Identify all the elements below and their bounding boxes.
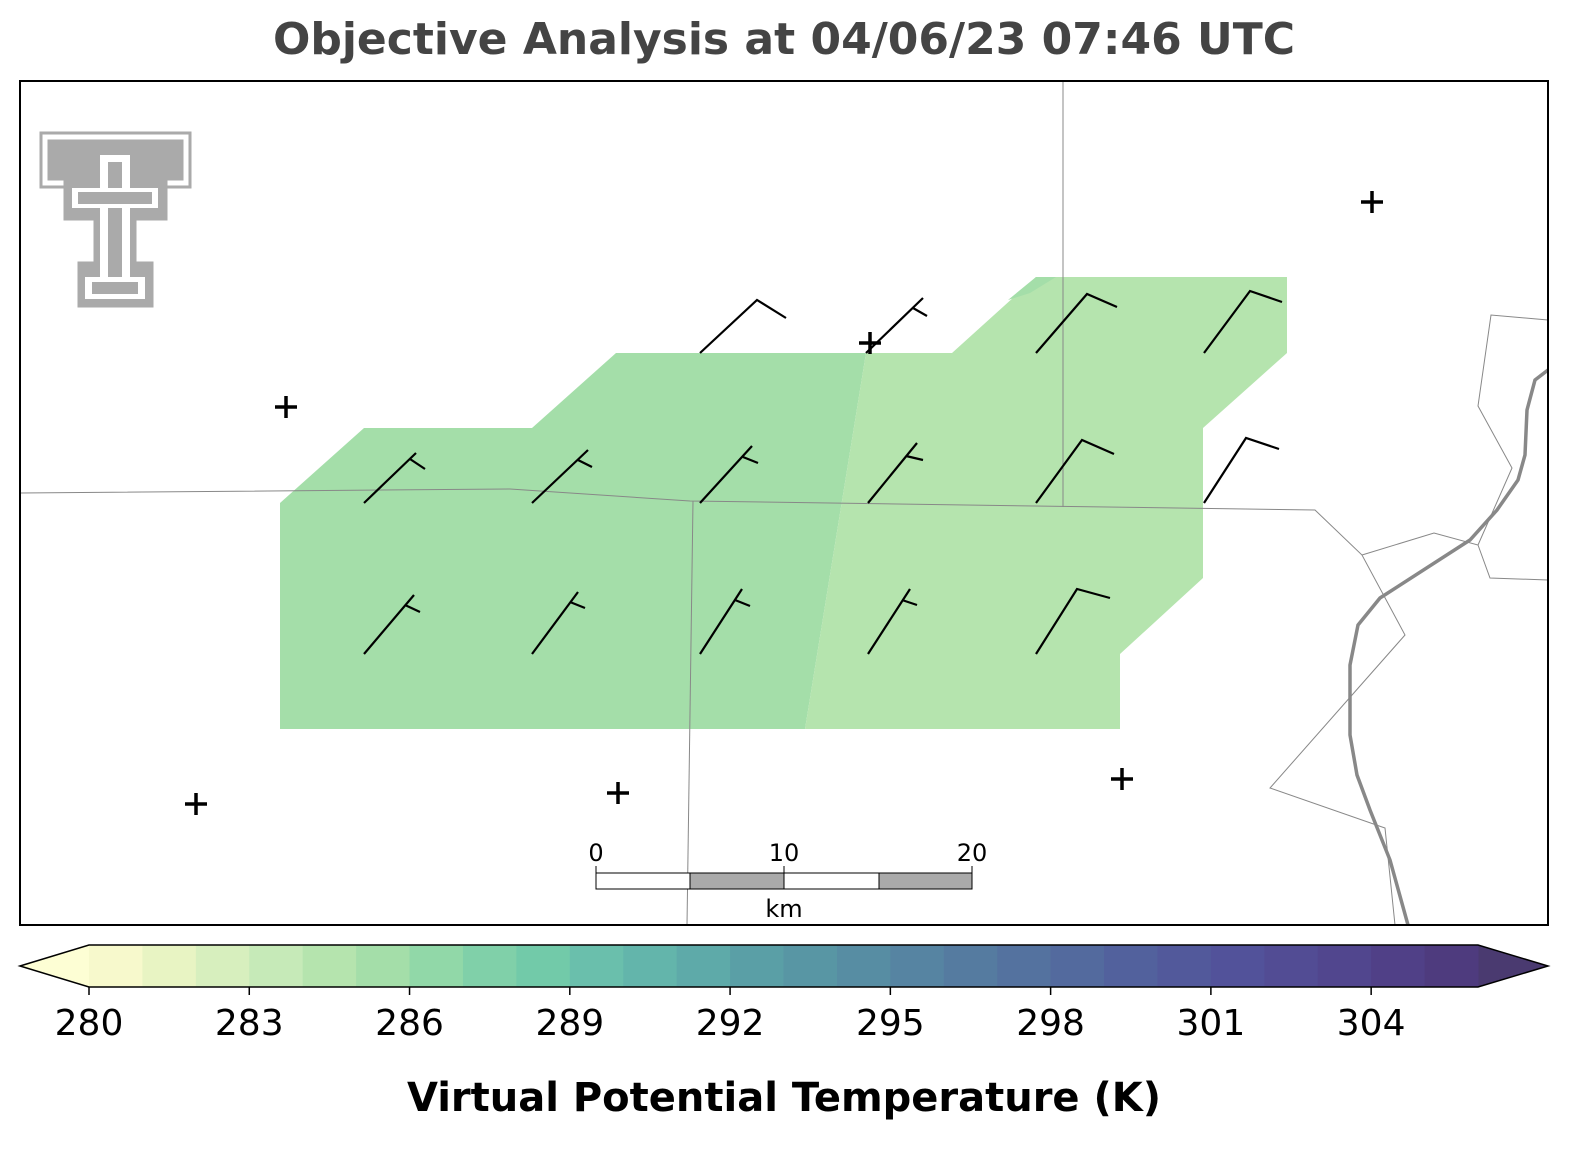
wind-barb [699,298,787,354]
wind-barb [742,455,759,465]
colorbar-bin [195,945,250,987]
colorbar-tick-label: 301 [1177,1003,1246,1044]
wind-barb [1035,587,1111,655]
wind-barb [409,458,426,470]
wind-barb [569,600,586,610]
wind-barb [867,442,918,504]
borders [19,81,1549,926]
wind-barb [734,598,751,608]
wind-barb [1035,438,1115,504]
colorbar-tick-label: 304 [1337,1003,1406,1044]
logo-part [78,192,152,204]
scale-bar: km 0 10 20 [588,839,987,923]
logo-part [108,162,122,277]
scale-label: 0 [588,839,603,867]
colorbar-extend-over [1478,945,1548,987]
colorbar-bin [1424,945,1479,987]
state-border [1348,368,1550,926]
scale-segment [878,872,973,890]
colorbar-tick-label: 295 [856,1003,925,1044]
colorbar-bin [623,945,678,987]
colorbar: 280 283 286 289 292 295 298 301 304 [17,944,1551,1044]
wind-barbs [363,289,1283,655]
colorbar-bin [89,945,143,987]
colorbar-bin [1210,945,1265,987]
colorbar-bin [516,945,571,987]
colorbar-bin [943,945,998,987]
logo-part [92,282,138,294]
colorbar-extend-under [20,945,89,987]
wind-barb [1035,292,1118,354]
wind-barb [531,449,589,504]
wind-barb [577,459,593,468]
scale-segment [783,872,880,890]
scale-ticks: 0 10 20 [588,839,987,889]
colorbar-tick-label: 298 [1016,1003,1085,1044]
colorbar-bin [1317,945,1372,987]
map-frame [19,80,1549,926]
colorbar-tick-label: 289 [535,1003,604,1044]
colorbar-bin [409,945,464,987]
colorbar-bin [676,945,731,987]
colorbar-bin [783,945,838,987]
colorbar-bin [1050,945,1105,987]
wind-barb [699,445,753,504]
scale-label: 20 [957,839,988,867]
colorbar-bin [356,945,411,987]
colorbar-bin [730,945,784,987]
wind-barb [901,598,918,607]
shaded-region [280,353,866,729]
colorbar-bin [249,945,304,987]
scale-unit: km [765,895,802,923]
wind-barb [905,454,924,462]
shaded-region [1008,277,1056,300]
map-title: Objective Analysis at 04/06/23 07:46 UTC [273,14,1295,65]
map-area [19,80,1550,926]
logo [39,131,192,308]
stations [185,191,1383,815]
colorbar-bin [997,945,1052,987]
colorbar-bin [836,945,891,987]
colorbar-tick-label: 286 [375,1003,444,1044]
colorbar-tick-label: 283 [215,1003,284,1044]
scale-segment [689,872,785,890]
wind-barb [363,452,417,504]
colorbar-bin [1157,945,1212,987]
colorbar-tick-label: 280 [55,1003,124,1044]
wind-barb [699,588,743,655]
colorbar-bin [890,945,945,987]
colorbar-bin [142,945,197,987]
scale-segment [595,872,691,890]
wind-barb [1203,289,1283,354]
shaded-region [805,277,1287,729]
colorbar-bin [302,945,357,987]
wind-barb [404,604,421,613]
border-line [686,500,694,926]
colorbar-bin [1104,945,1158,987]
colorbar-tick-label: 292 [696,1003,765,1044]
wind-barb [912,307,928,317]
colorbar-bin [569,945,624,987]
colorbar-bin [462,945,517,987]
colorbar-label: Virtual Potential Temperature (K) [407,1075,1161,1121]
colorbar-bin [1371,945,1426,987]
colorbar-bin [1264,945,1319,987]
scale-label: 10 [769,839,800,867]
border-line [1477,314,1549,546]
wind-barb [1203,436,1280,504]
